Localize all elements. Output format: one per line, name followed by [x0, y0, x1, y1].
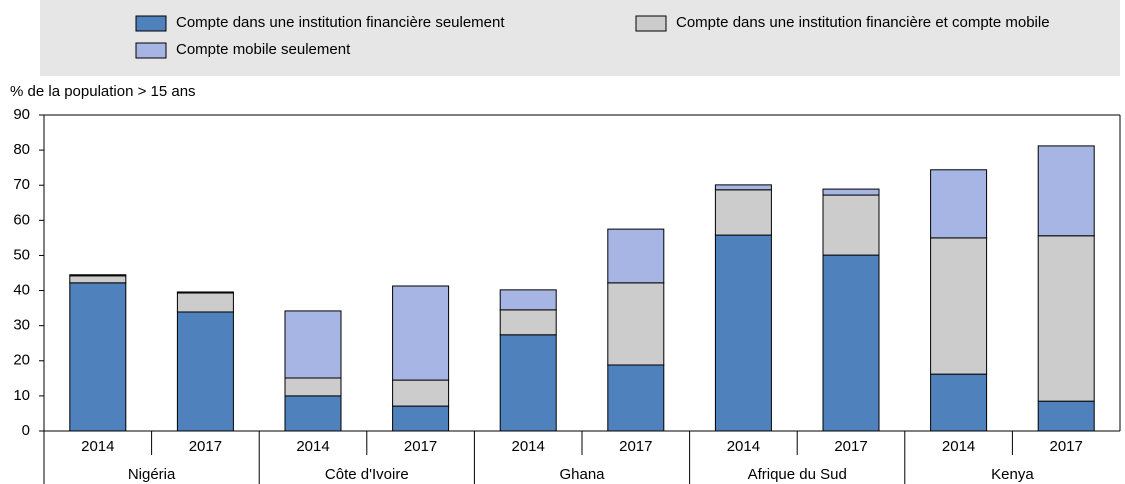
x-tick-label: 2017: [189, 438, 222, 455]
y-tick-label: 0: [22, 422, 30, 439]
y-tick-label: 40: [13, 282, 30, 299]
y-tick-label: 50: [13, 246, 30, 263]
bar-segment: [930, 169, 988, 239]
bar-segment: [1037, 145, 1095, 237]
y-tick-label: 20: [13, 352, 30, 369]
y-tick-label: 30: [13, 317, 30, 334]
bar-segment: [499, 309, 557, 336]
bar-segment: [499, 289, 557, 311]
legend-swatch: [635, 15, 667, 32]
group-label: Nigéria: [128, 466, 176, 483]
bar-segment: [176, 292, 234, 313]
bar-segment: [69, 282, 127, 432]
x-tick-label: 2014: [727, 438, 760, 455]
bar-segment: [822, 188, 880, 196]
bar-segment: [392, 379, 450, 407]
bar-segment: [392, 405, 450, 432]
bar-segment: [69, 274, 127, 277]
legend-label: Compte mobile seulement: [176, 41, 351, 58]
bar-segment: [607, 282, 665, 366]
legend-label: Compte dans une institution financière e…: [676, 14, 1050, 31]
bar-segment: [607, 364, 665, 432]
legend-label: Compte dans une institution financière s…: [176, 14, 505, 31]
bar-segment: [822, 194, 880, 256]
y-tick-label: 70: [13, 176, 30, 193]
bar-segment: [714, 184, 772, 191]
bar-segment: [714, 189, 772, 236]
bar-segment: [822, 254, 880, 432]
bar-segment: [284, 310, 342, 379]
x-tick-label: 2017: [404, 438, 437, 455]
y-tick-label: 10: [13, 387, 30, 404]
legend-swatch: [135, 15, 167, 32]
x-tick-label: 2014: [296, 438, 329, 455]
group-label: Kenya: [991, 466, 1034, 483]
x-tick-label: 2014: [81, 438, 114, 455]
x-tick-label: 2017: [834, 438, 867, 455]
bar-segment: [392, 285, 450, 381]
bar-segment: [930, 237, 988, 375]
bar-segment: [176, 311, 234, 432]
y-tick-label: 80: [13, 141, 30, 158]
bar-segment: [69, 275, 127, 284]
x-tick-label: 2014: [512, 438, 545, 455]
bar-segment: [176, 291, 234, 294]
bar-segment: [930, 373, 988, 432]
bar-segment: [1037, 235, 1095, 402]
group-label: Afrique du Sud: [748, 466, 847, 483]
legend-background: [40, 0, 1120, 76]
bar-segment: [284, 377, 342, 397]
bar-segment: [714, 234, 772, 432]
bar-segment: [284, 395, 342, 432]
y-tick-label: 60: [13, 211, 30, 228]
x-tick-label: 2017: [1050, 438, 1083, 455]
bar-segment: [499, 334, 557, 432]
group-label: Ghana: [559, 466, 605, 483]
bar-segment: [1037, 400, 1095, 432]
y-axis-label: % de la population > 15 ans: [10, 83, 196, 100]
group-label: Côte d'Ivoire: [325, 466, 409, 483]
x-tick-label: 2017: [619, 438, 652, 455]
bar-segment: [607, 228, 665, 284]
x-tick-label: 2014: [942, 438, 975, 455]
legend-swatch: [135, 42, 167, 59]
y-tick-label: 90: [13, 106, 30, 123]
